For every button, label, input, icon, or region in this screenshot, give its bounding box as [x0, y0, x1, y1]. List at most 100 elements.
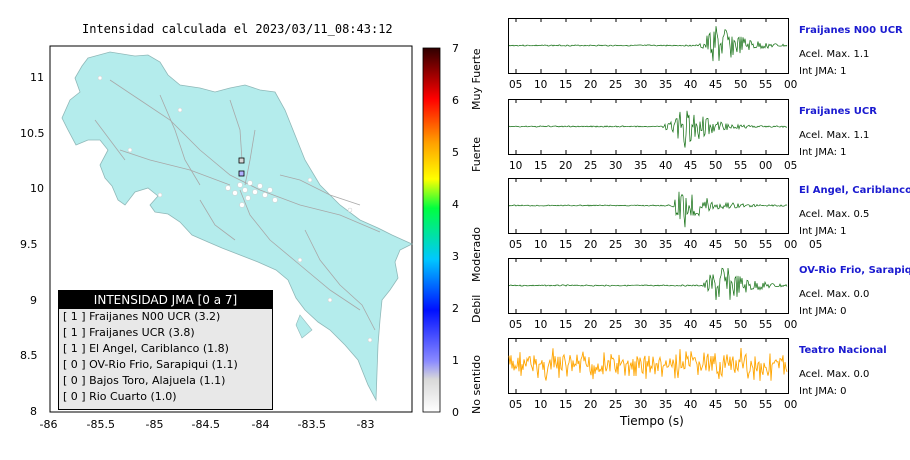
- land-polygon: [61, 51, 413, 402]
- station-max-accel: Acel. Max. 1.1: [799, 49, 870, 60]
- waveform-tick-label: 30: [634, 239, 648, 251]
- map-x-tick-label: -84.5: [191, 418, 220, 431]
- waveform-tick-label: 10: [534, 399, 548, 411]
- map-y-tick-label: 9.5: [20, 238, 38, 251]
- waveform-plot: [508, 178, 789, 234]
- scale-category-label: Moderado: [470, 227, 483, 282]
- station-name: Teatro Nacional: [799, 345, 887, 356]
- waveform-tick-label: 50: [734, 79, 748, 91]
- map-y-tick-label: 11: [30, 71, 44, 84]
- waveform-tick-label: 45: [709, 239, 723, 251]
- scale-tick-label: 2: [452, 302, 459, 315]
- legend-row: [ 1 ] Fraijanes N00 UCR (3.2): [63, 310, 221, 323]
- road-network: [94, 79, 381, 331]
- waveform-tick-label: 00: [784, 399, 798, 411]
- time-axis-label: Tiempo (s): [620, 414, 684, 428]
- waveform-tick-label: 50: [709, 160, 723, 172]
- map-y-tick-label: 10.5: [20, 127, 45, 140]
- waveform-tick-label: 10: [534, 239, 548, 251]
- map-x-tick-label: -84: [251, 418, 270, 431]
- waveform-trace: [508, 26, 788, 62]
- map-x-tick-label: -83.5: [297, 418, 326, 431]
- station-name: El Angel, Cariblanco: [799, 185, 910, 196]
- waveform-tick-label: 35: [634, 160, 648, 172]
- waveform-tick-label: 40: [684, 79, 698, 91]
- waveform-tick-label: 30: [634, 79, 648, 91]
- map-y-tick-label: 10: [30, 182, 44, 195]
- waveform-trace: [508, 267, 788, 301]
- legend-rows: [ 1 ] Fraijanes N00 UCR (3.2) [ 1 ] Fraij…: [59, 309, 272, 405]
- waveform-tick-label: 15: [559, 79, 573, 91]
- station-marker: [238, 170, 245, 177]
- waveform-tick-label: 40: [684, 239, 698, 251]
- waveform-tick-label: 15: [559, 239, 573, 251]
- legend-row: [ 0 ] Rio Cuarto (1.0): [63, 390, 177, 403]
- waveform-tick-label: 35: [659, 79, 673, 91]
- waveform-tick-label: 55: [759, 239, 773, 251]
- waveform-tick-label: 40: [684, 319, 698, 331]
- waveform-tick-label: 55: [759, 399, 773, 411]
- intensity-color-scale: [422, 47, 441, 413]
- waveform-tick-label: 10: [534, 319, 548, 331]
- scale-tick-label: 4: [452, 198, 459, 211]
- waveform-tick-label: 20: [584, 319, 598, 331]
- scale-tick-label: 5: [452, 146, 459, 159]
- waveform-trace: [508, 110, 787, 148]
- legend-row: [ 0 ] Bajos Toro, Alajuela (1.1): [63, 374, 226, 387]
- waveform-plot: [508, 258, 789, 314]
- scale-tick-label: 6: [452, 94, 459, 107]
- map-y-tick-label: 8: [30, 405, 37, 418]
- waveform-tick-label: 45: [684, 160, 698, 172]
- station-jma-intensity: Int JMA: 0: [799, 386, 847, 397]
- station-marker: [238, 157, 245, 164]
- waveform-tick-label: 30: [634, 319, 648, 331]
- waveform-tick-label: 35: [659, 319, 673, 331]
- waveform-tick-label: 00: [784, 239, 798, 251]
- town-dots: [97, 75, 373, 343]
- map-x-tick-label: -83: [356, 418, 375, 431]
- legend-row: [ 1 ] Fraijanes UCR (3.8): [63, 326, 195, 339]
- station-name: Fraijanes UCR: [799, 106, 877, 117]
- waveform-tick-label: 30: [634, 399, 648, 411]
- station-max-accel: Acel. Max. 1.1: [799, 130, 870, 141]
- scale-category-label: No sentido: [470, 354, 483, 414]
- scale-tick-label: 1: [452, 354, 459, 367]
- waveform-tick-label: 10: [534, 79, 548, 91]
- waveform-tick-label: 05: [509, 239, 523, 251]
- map-x-tick-label: -85: [145, 418, 164, 431]
- waveform-tick-label: 55: [759, 319, 773, 331]
- waveform-tick-label: 05: [809, 239, 823, 251]
- waveform-tick-label: 05: [784, 160, 798, 172]
- waveform-tick-label: 05: [509, 399, 523, 411]
- waveform-tick-label: 35: [659, 399, 673, 411]
- map-y-tick-label: 9: [30, 294, 37, 307]
- waveform-tick-label: 15: [559, 319, 573, 331]
- gulf-island: [295, 314, 313, 339]
- waveform-tick-label: 50: [734, 319, 748, 331]
- waveform-tick-label: 55: [759, 79, 773, 91]
- waveform-tick-label: 10: [509, 160, 523, 172]
- station-max-accel: Acel. Max. 0.5: [799, 209, 870, 220]
- waveform-tick-label: 55: [734, 160, 748, 172]
- waveform-tick-label: 00: [784, 79, 798, 91]
- waveform-trace: [508, 347, 788, 381]
- map-y-tick-label: 8.5: [20, 349, 38, 362]
- scale-category-label: Debil: [470, 294, 483, 323]
- waveform-tick-label: 25: [609, 399, 623, 411]
- waveform-tick-label: 15: [559, 399, 573, 411]
- waveform-tick-label: 40: [659, 160, 673, 172]
- waveform-tick-label: 20: [559, 160, 573, 172]
- station-name: Fraijanes N00 UCR: [799, 25, 903, 36]
- waveform-plot: [508, 99, 789, 155]
- waveform-tick-label: 45: [709, 319, 723, 331]
- map-x-tick-label: -85.5: [86, 418, 115, 431]
- waveform-tick-label: 25: [609, 79, 623, 91]
- station-jma-intensity: Int JMA: 0: [799, 306, 847, 317]
- waveform-tick-label: 25: [584, 160, 598, 172]
- map-title: Intensidad calculada el 2023/03/11_08:43…: [82, 22, 393, 36]
- waveform-tick-label: 20: [584, 399, 598, 411]
- waveform-tick-label: 20: [584, 239, 598, 251]
- scale-tick-label: 0: [452, 406, 459, 419]
- station-name: OV-Rio Frio, Sarapiqui: [799, 265, 910, 276]
- waveform-tick-label: 45: [709, 399, 723, 411]
